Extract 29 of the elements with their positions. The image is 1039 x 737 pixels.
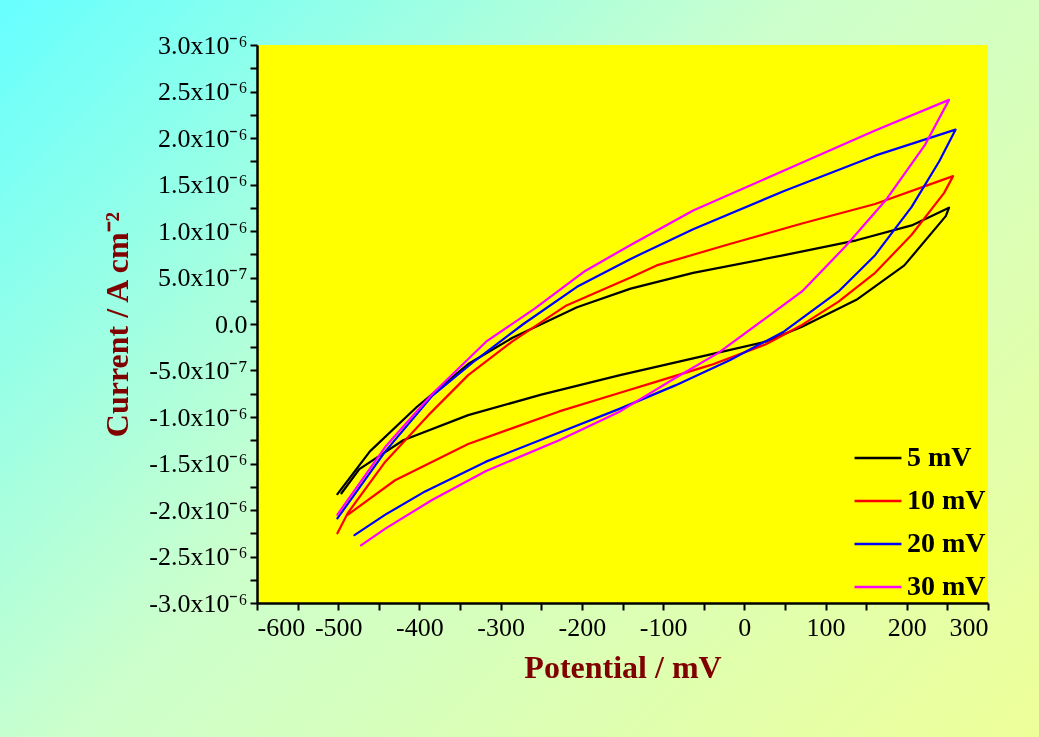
- y-tick-label: -5.0x10⁻⁷: [149, 356, 248, 385]
- y-tick-label: 2.0x10⁻⁶: [157, 123, 248, 153]
- y-tick-label: -3.0x10⁻⁶: [149, 588, 248, 618]
- x-tick-label: -200: [558, 612, 607, 642]
- y-tick-label: 1.0x10⁻⁶: [157, 216, 248, 246]
- y-axis-title: Current / A cm⁻²: [99, 211, 136, 438]
- x-tick-label: -500: [314, 612, 363, 642]
- legend-label: 5 mV: [907, 441, 972, 472]
- x-tick-label: -100: [639, 612, 688, 642]
- y-tick-label: -2.5x10⁻⁶: [149, 542, 248, 571]
- x-tick-label: 0: [738, 612, 752, 642]
- y-tick-label: -2.0x10⁻⁶: [149, 495, 248, 525]
- x-tick-label: 200: [887, 612, 927, 642]
- legend-label: 20 mV: [907, 527, 986, 558]
- x-tick-label: 300: [949, 612, 989, 642]
- y-tick-label: 0.0: [215, 309, 248, 339]
- x-axis-title: Potential / mV: [524, 648, 722, 685]
- x-tick-label: 100: [806, 612, 846, 642]
- y-tick-label: 3.0x10⁻⁶: [157, 30, 248, 60]
- y-tick-label: -1.5x10⁻⁶: [149, 449, 248, 478]
- x-tick-label: -300: [477, 612, 525, 642]
- y-tick-label: 1.5x10⁻⁶: [157, 170, 248, 199]
- x-tick-label: -400: [396, 612, 444, 642]
- y-tick-label: 5.0x10⁻⁷: [157, 263, 248, 292]
- y-tick-label: -1.0x10⁻⁶: [149, 402, 248, 432]
- x-tick-label: -600: [257, 612, 306, 642]
- legend-label: 30 mV: [907, 570, 986, 601]
- legend-label: 10 mV: [907, 484, 986, 515]
- y-tick-label: 2.5x10⁻⁶: [157, 77, 248, 106]
